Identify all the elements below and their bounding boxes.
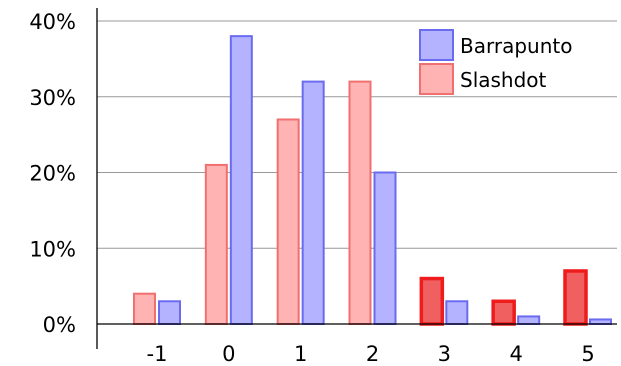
bar-barrapunto [158, 300, 181, 325]
bar-slashdot [419, 276, 445, 326]
y-tick-label: 40% [29, 10, 76, 34]
x-tick-label: 5 [581, 342, 594, 366]
bar-slashdot [348, 80, 372, 325]
bar-barrapunto [517, 315, 541, 325]
bar-slashdot [491, 299, 516, 326]
bar-slashdot [276, 118, 300, 325]
bar-barrapunto [373, 171, 397, 325]
axes [96, 8, 617, 349]
y-tick-label: 30% [29, 86, 76, 110]
bar-barrapunto [229, 35, 253, 326]
bar-slashdot [563, 269, 588, 326]
bar-barrapunto [301, 80, 325, 325]
bar-barrapunto [589, 318, 612, 325]
x-tick-label: 2 [366, 342, 379, 366]
y-tick-label: 20% [29, 162, 76, 186]
x-tick-label: 4 [509, 342, 522, 366]
tick-labels: 0% 10% 20% 30% 40% -1 0 1 2 3 4 5 [29, 10, 594, 366]
x-tick-label: 3 [438, 342, 451, 366]
y-tick-label: 10% [29, 237, 76, 261]
legend: Barrapunto Slashdot [419, 29, 572, 95]
legend-label: Barrapunto [460, 34, 572, 58]
x-tick-label: -1 [147, 342, 168, 366]
legend-label: Slashdot [460, 68, 547, 92]
legend-swatch [419, 29, 454, 61]
bar-barrapunto [445, 300, 469, 325]
y-tick-label: 0% [43, 313, 76, 337]
x-tick-label: 0 [222, 342, 235, 366]
bar-slashdot [133, 292, 156, 326]
legend-swatch [419, 63, 454, 95]
bar-slashdot [204, 163, 228, 325]
x-tick-label: 1 [294, 342, 307, 366]
bars [133, 35, 612, 326]
